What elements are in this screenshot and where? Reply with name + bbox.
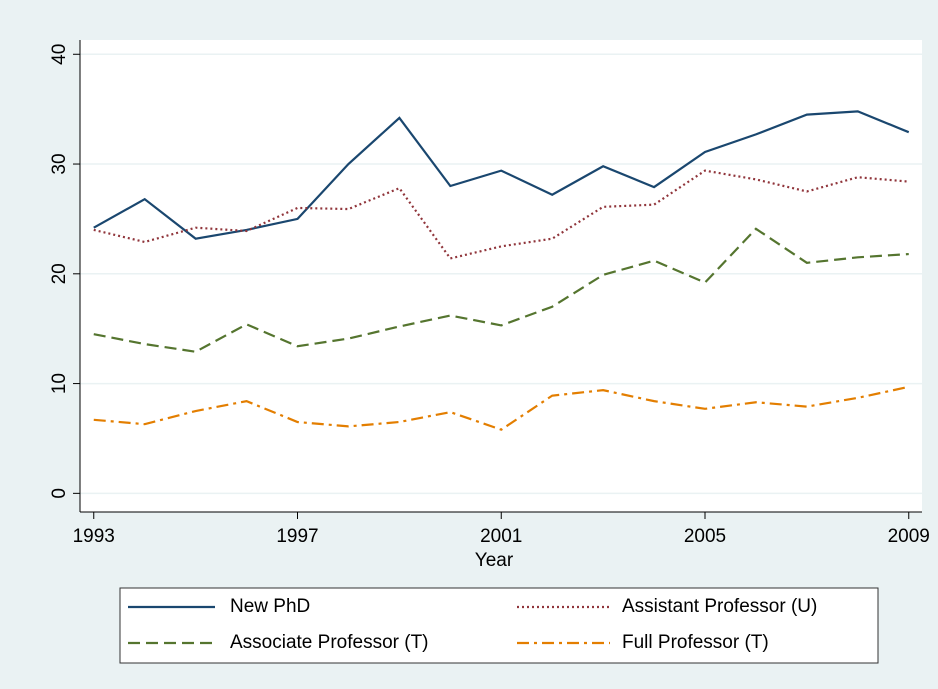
x-tick-label: 2005: [684, 526, 726, 547]
plot-area: [80, 40, 922, 512]
y-tick-label: 30: [49, 153, 70, 174]
x-axis-label: Year: [475, 550, 514, 571]
legend-label: Associate Professor (T): [230, 632, 429, 653]
legend-label: Full Professor (T): [622, 632, 769, 653]
y-tick-label: 10: [49, 373, 70, 394]
legend: [119, 587, 879, 664]
line-series: [93, 169, 909, 260]
x-tick-label: 2001: [480, 526, 522, 547]
y-tick-label: 20: [49, 263, 70, 284]
line-series: [93, 227, 909, 353]
x-tick-label: 1997: [276, 526, 318, 547]
x-tick-label: 2009: [888, 526, 930, 547]
line-series: [93, 385, 909, 431]
y-tick-label: 40: [49, 44, 70, 65]
y-tick-label: 0: [49, 488, 70, 499]
legend-label: New PhD: [230, 596, 310, 617]
x-tick-label: 1993: [73, 526, 115, 547]
legend-label: Assistant Professor (U): [622, 596, 817, 617]
line-series: [93, 110, 910, 240]
